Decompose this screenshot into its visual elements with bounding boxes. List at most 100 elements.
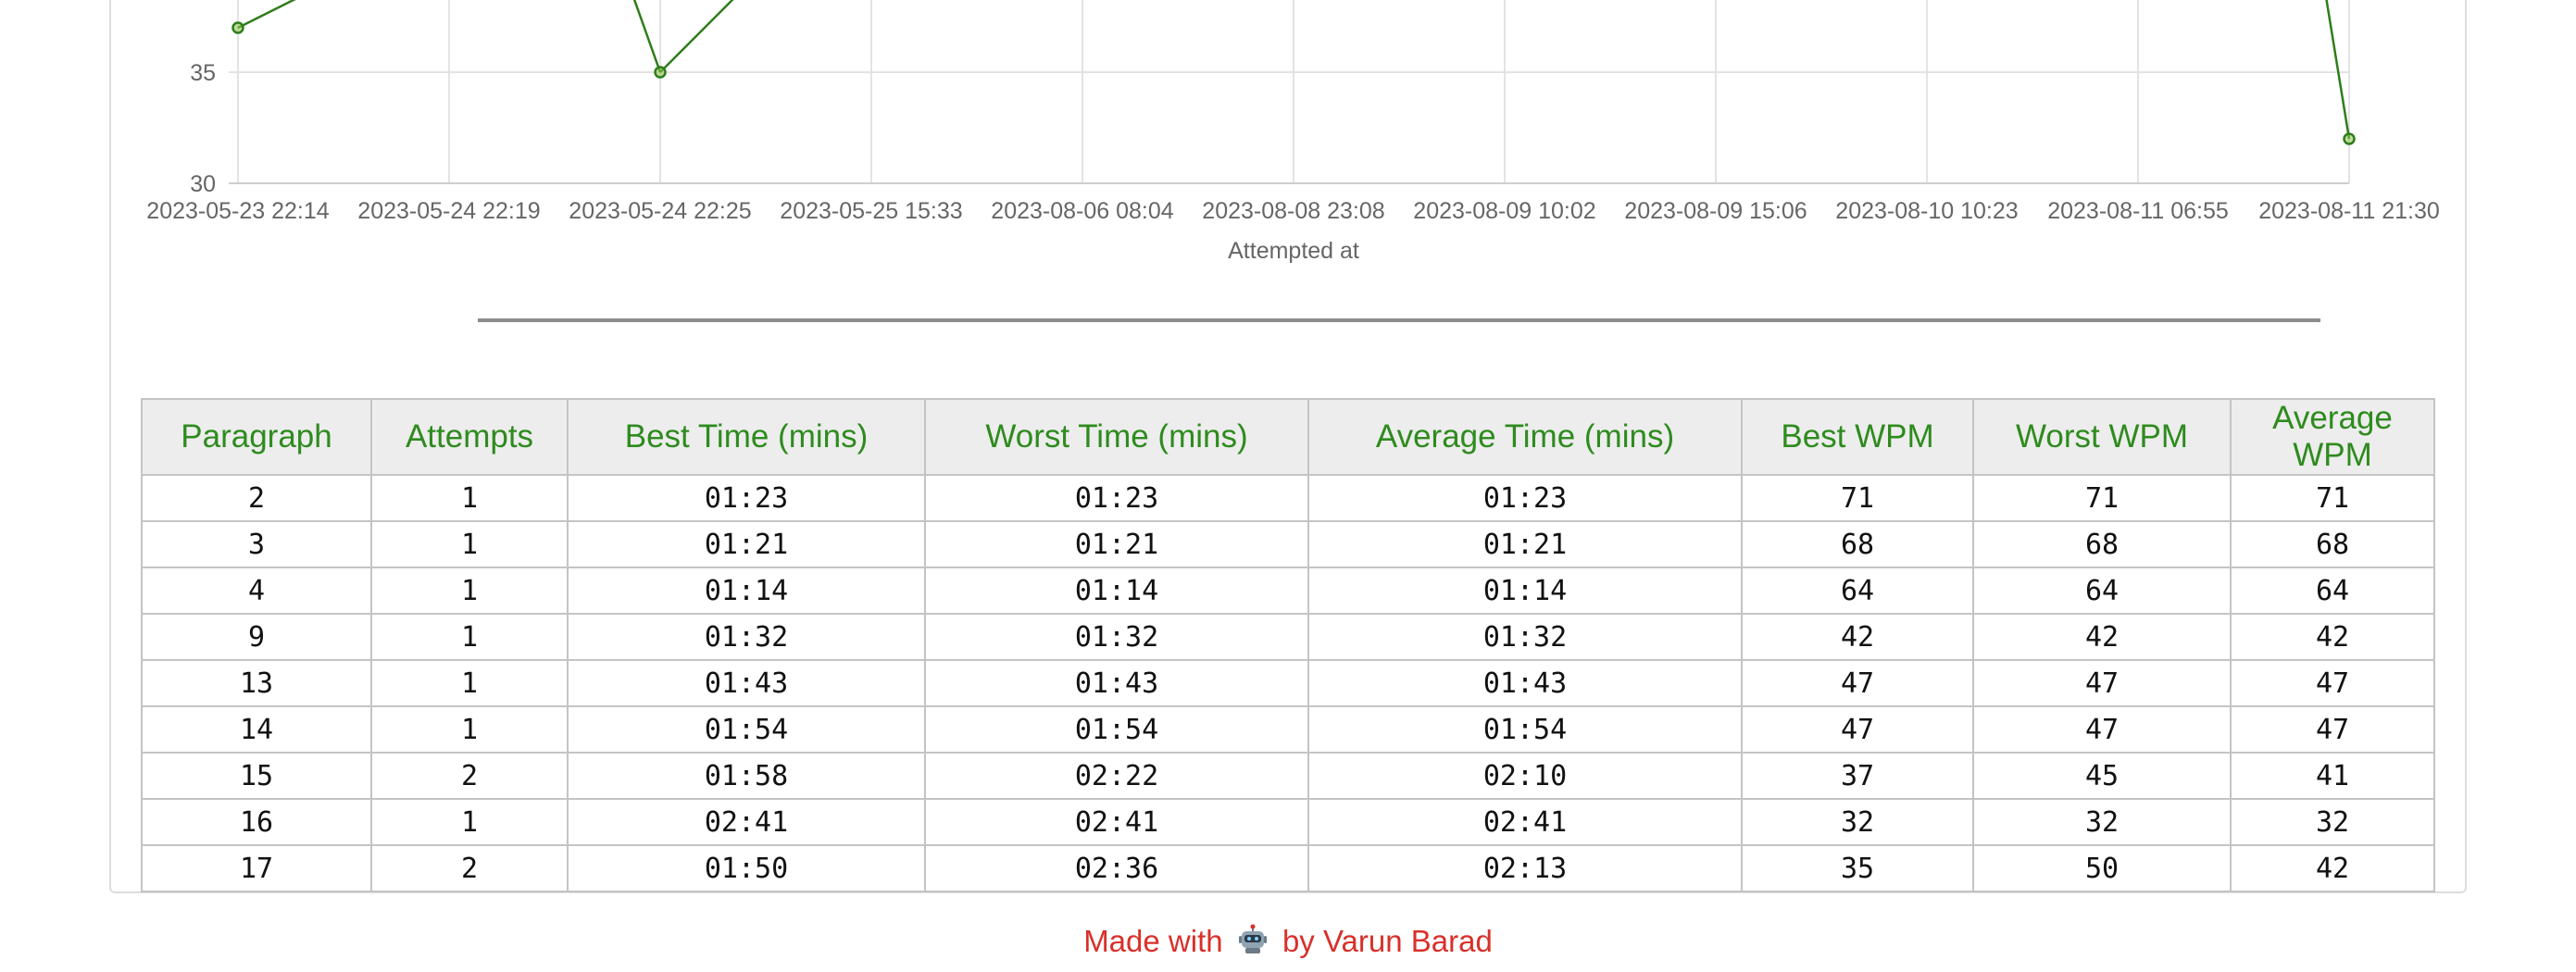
table-cell: 3 <box>141 520 372 568</box>
table-cell: 01:23 <box>1307 474 1743 522</box>
table-cell: 02:10 <box>1307 752 1743 800</box>
table-cell: 32 <box>1741 798 1974 846</box>
table-cell: 2 <box>141 474 372 522</box>
table-cell: 1 <box>370 474 569 522</box>
table-cell: 32 <box>2230 798 2435 846</box>
table-cell: 17 <box>141 844 372 892</box>
robot-icon <box>1238 924 1267 953</box>
x-tick-label: 2023-08-06 08:04 <box>991 198 1173 224</box>
data-point <box>654 66 667 79</box>
table-body: 2 1 01:23 01:23 01:23 71 71 71 3 1 01:21 01:21 01:21… <box>141 474 2435 892</box>
section-divider <box>478 318 2320 322</box>
table-cell: 2 <box>370 844 569 892</box>
header-paragraph: Paragraph <box>141 398 372 476</box>
table-cell: 68 <box>1741 520 1974 568</box>
table-cell: 64 <box>1741 567 1974 615</box>
table-cell: 01:43 <box>1307 659 1743 707</box>
data-point <box>2343 132 2356 145</box>
header-best-time: Best Time (mins) <box>567 398 926 476</box>
table-cell: 2 <box>370 752 569 800</box>
table-cell: 68 <box>1972 520 2232 568</box>
table-cell: 02:22 <box>924 752 1309 800</box>
table-cell: 01:54 <box>1307 705 1743 754</box>
wpm-line-chart: 30 35 2023-05-23 22:14 2023-05-24 22:19 2023… <box>146 0 2440 264</box>
table-cell: 50 <box>1972 844 2232 892</box>
table-cell: 01:43 <box>567 659 926 707</box>
table-cell: 01:58 <box>567 752 926 800</box>
y-tick-label: 30 <box>190 171 216 197</box>
table-cell: 1 <box>370 567 569 615</box>
table-cell: 42 <box>1741 613 1974 661</box>
table-cell: 47 <box>1741 705 1974 754</box>
table-cell: 01:32 <box>1307 613 1743 661</box>
x-tick-label: 2023-08-11 06:55 <box>2047 198 2229 224</box>
table-cell: 01:21 <box>1307 520 1743 568</box>
series-line-segment <box>632 0 662 73</box>
x-tick-label: 2023-05-24 22:19 <box>357 198 540 224</box>
table-cell: 47 <box>1972 659 2232 707</box>
x-tick-label: 2023-08-09 10:02 <box>1413 198 1595 224</box>
table-cell: 71 <box>1972 474 2232 522</box>
table-cell: 37 <box>1741 752 1974 800</box>
x-tick-label: 2023-08-11 21:30 <box>2258 198 2440 224</box>
table-cell: 9 <box>141 613 372 661</box>
table-cell: 47 <box>1972 705 2232 754</box>
table-cell: 02:41 <box>567 798 926 846</box>
data-point <box>231 21 244 34</box>
table-cell: 13 <box>141 659 372 707</box>
header-worst-time: Worst Time (mins) <box>924 398 1309 476</box>
table-cell: 01:21 <box>567 520 926 568</box>
table-cell: 1 <box>370 659 569 707</box>
table-cell: 42 <box>2230 613 2435 661</box>
table-cell: 01:14 <box>567 567 926 615</box>
x-tick-label: 2023-08-08 23:08 <box>1202 198 1384 224</box>
table-row: 2 1 01:23 01:23 01:23 71 71 71 <box>141 474 2435 522</box>
table-cell: 71 <box>2230 474 2435 522</box>
table-cell: 01:21 <box>924 520 1309 568</box>
footer-credit: Made with by Varun Barad <box>0 924 2576 959</box>
table-cell: 15 <box>141 752 372 800</box>
table-cell: 1 <box>370 613 569 661</box>
x-tick-label: 2023-05-24 22:25 <box>569 198 751 224</box>
y-tick-label: 35 <box>190 60 216 86</box>
series-line-segment <box>659 0 734 73</box>
table-cell: 01:23 <box>567 474 926 522</box>
table-row: 3 1 01:21 01:21 01:21 68 68 68 <box>141 520 2435 568</box>
table-cell: 01:54 <box>924 705 1309 754</box>
x-tick-label: 2023-05-25 15:33 <box>780 198 962 224</box>
series-line-segment <box>237 0 296 30</box>
table-cell: 47 <box>2230 705 2435 754</box>
header-best-wpm: Best WPM <box>1741 398 1974 476</box>
table-row: 13 1 01:43 01:43 01:43 47 47 47 <box>141 659 2435 707</box>
footer-prefix: Made with <box>1083 924 1223 958</box>
table-cell: 64 <box>2230 567 2435 615</box>
table-cell: 14 <box>141 705 372 754</box>
table-cell: 1 <box>370 705 569 754</box>
table-cell: 02:13 <box>1307 844 1743 892</box>
table-cell: 01:14 <box>1307 567 1743 615</box>
footer-suffix: by Varun Barad <box>1282 924 1493 958</box>
table-row: 16 1 02:41 02:41 02:41 32 32 32 <box>141 798 2435 846</box>
table-row: 14 1 01:54 01:54 01:54 47 47 47 <box>141 705 2435 754</box>
table-row: 17 2 01:50 02:36 02:13 35 50 42 <box>141 844 2435 892</box>
table-cell: 02:36 <box>924 844 1309 892</box>
table-row: 15 2 01:58 02:22 02:10 37 45 41 <box>141 752 2435 800</box>
table-header-row: Paragraph Attempts Best Time (mins) Wors… <box>141 398 2435 476</box>
table-cell: 64 <box>1972 567 2232 615</box>
table-cell: 71 <box>1741 474 1974 522</box>
x-tick-label: 2023-08-09 15:06 <box>1624 198 1807 224</box>
x-tick-label: 2023-08-10 10:23 <box>1835 198 2018 224</box>
table-cell: 01:14 <box>924 567 1309 615</box>
paragraph-stats-table: Paragraph Attempts Best Time (mins) Wors… <box>141 398 2435 892</box>
table-row: 9 1 01:32 01:32 01:32 42 42 42 <box>141 613 2435 661</box>
table-cell: 01:50 <box>567 844 926 892</box>
table-cell: 68 <box>2230 520 2435 568</box>
table-cell: 01:32 <box>924 613 1309 661</box>
table-cell: 41 <box>2230 752 2435 800</box>
table-cell: 1 <box>370 798 569 846</box>
table-cell: 02:41 <box>924 798 1309 846</box>
table-cell: 01:54 <box>567 705 926 754</box>
table-cell: 42 <box>1972 613 2232 661</box>
header-worst-wpm: Worst WPM <box>1972 398 2232 476</box>
header-average-time: Average Time (mins) <box>1307 398 1743 476</box>
